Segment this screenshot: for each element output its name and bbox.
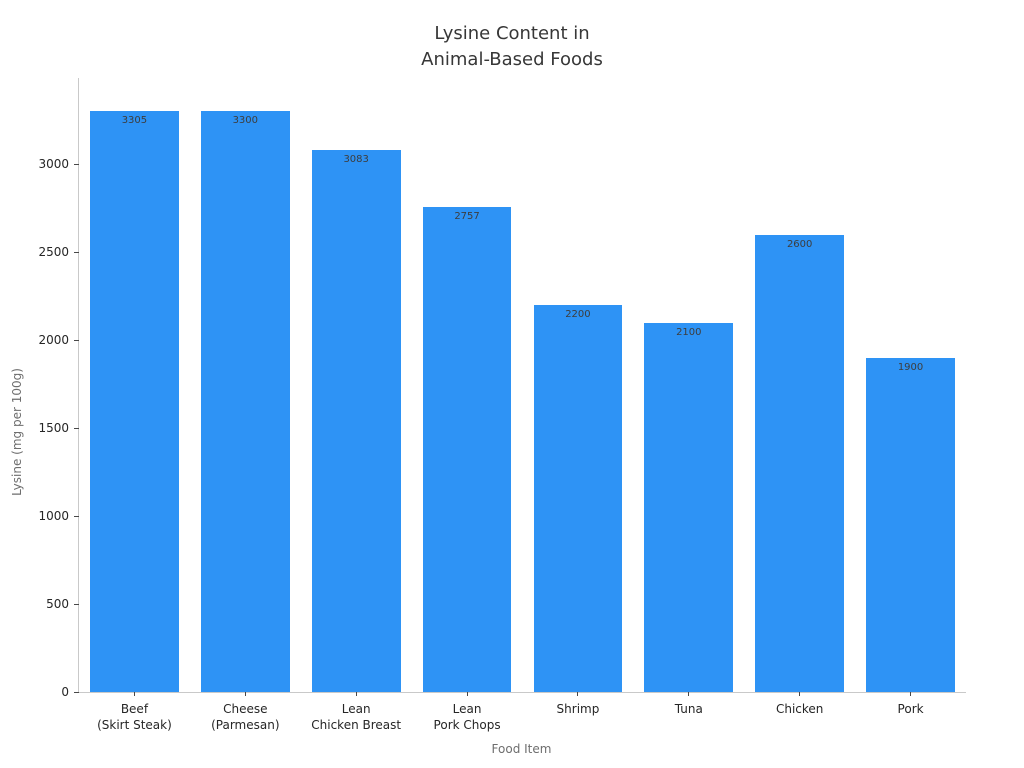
bar-value-label: 2100 <box>676 326 702 338</box>
y-tick-mark <box>74 515 79 517</box>
bar-value-label: 3300 <box>232 115 259 127</box>
y-tick-label: 1000 <box>38 509 69 524</box>
bar-lean: 2757 <box>422 206 512 692</box>
y-tick-label: 3000 <box>38 157 69 172</box>
bar-value-label: 2757 <box>454 210 480 222</box>
y-tick-label: 2000 <box>38 333 69 348</box>
x-tick-label: Pork <box>897 702 924 716</box>
bar-pork: 1900 <box>866 357 955 692</box>
y-tick-label: 0 <box>61 685 69 699</box>
bar-value-label: 2200 <box>565 308 591 320</box>
x-axis-label: Food Item <box>491 742 552 756</box>
y-tick-label: 1500 <box>38 421 69 436</box>
y-tick-mark <box>74 603 79 605</box>
y-tick-mark <box>74 163 79 165</box>
y-tick-mark <box>74 691 79 693</box>
x-tick-label: Chicken <box>775 702 824 716</box>
x-tick-mark <box>244 692 246 696</box>
bar-chicken: 2600 <box>755 234 845 692</box>
y-tick-mark <box>74 251 79 253</box>
bar-tuna: 2100 <box>644 322 734 692</box>
bar-cheese: 3300 <box>200 111 290 692</box>
y-tick-label: 500 <box>46 597 69 612</box>
x-tick-mark <box>799 692 801 696</box>
y-tick-mark <box>74 427 79 429</box>
x-tick-label: Beef (Skirt Steak) <box>97 702 172 733</box>
x-tick-label: Lean Chicken Breast <box>311 702 402 733</box>
bar-value-label: 3083 <box>343 153 369 165</box>
y-tick-label: 2500 <box>38 245 69 260</box>
bar-value-label: 2600 <box>786 238 813 250</box>
chart-title: Lysine Content in Animal-Based Foods <box>421 23 603 71</box>
x-tick-mark <box>577 692 579 696</box>
x-tick-label: Tuna <box>674 702 703 716</box>
x-tick-mark <box>688 692 690 696</box>
x-tick-label: Shrimp <box>556 702 600 716</box>
bar-beef: 3305 <box>90 110 179 692</box>
x-tick-mark <box>466 692 468 696</box>
x-tick-mark <box>910 692 912 696</box>
bar-lean: 3083 <box>311 149 401 692</box>
bar-value-label: 3305 <box>121 114 148 126</box>
bar-value-label: 1900 <box>897 361 924 373</box>
y-tick-mark <box>74 339 79 341</box>
x-tick-mark <box>355 692 357 696</box>
x-tick-label: Lean Pork Chops <box>433 702 501 733</box>
x-tick-mark <box>133 692 135 696</box>
plot-area: 0 500 1000 1500 2000 2500 3000 3305 3300 3083 275… <box>38 78 966 732</box>
bar-shrimp: 2200 <box>533 304 623 692</box>
x-tick-label: Cheese (Parmesan) <box>211 702 280 733</box>
